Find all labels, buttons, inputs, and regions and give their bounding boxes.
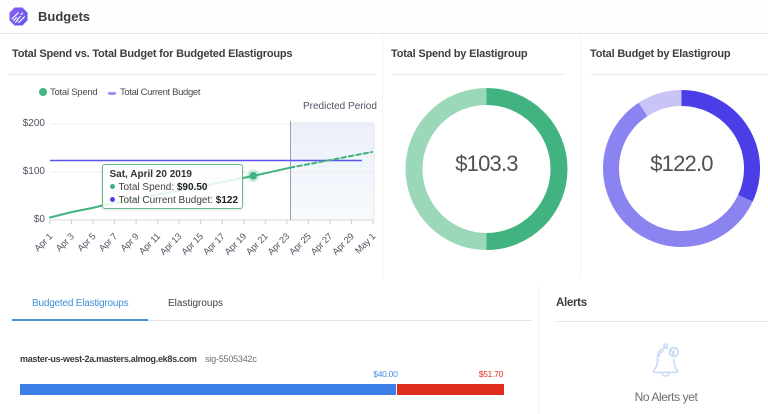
svg-text:Apr 15: Apr 15 — [180, 231, 206, 257]
svg-text:Apr 17: Apr 17 — [201, 231, 227, 257]
svg-text:Apr 13: Apr 13 — [158, 231, 184, 257]
svg-text:May 1: May 1 — [353, 231, 377, 255]
svg-text:Apr 19: Apr 19 — [223, 231, 249, 257]
svg-text:Apr 27: Apr 27 — [309, 231, 335, 257]
svg-text:Apr 1: Apr 1 — [32, 231, 54, 253]
svg-text:Apr 21: Apr 21 — [244, 231, 270, 257]
svg-text:Apr 3: Apr 3 — [54, 231, 76, 253]
svg-text:Apr 23: Apr 23 — [266, 231, 292, 257]
svg-text:Apr 7: Apr 7 — [97, 231, 119, 253]
svg-text:Apr 25: Apr 25 — [287, 231, 313, 257]
svg-text:Apr 11: Apr 11 — [137, 231, 162, 256]
svg-text:Apr 5: Apr 5 — [75, 231, 97, 253]
svg-text:Apr 29: Apr 29 — [330, 231, 356, 257]
